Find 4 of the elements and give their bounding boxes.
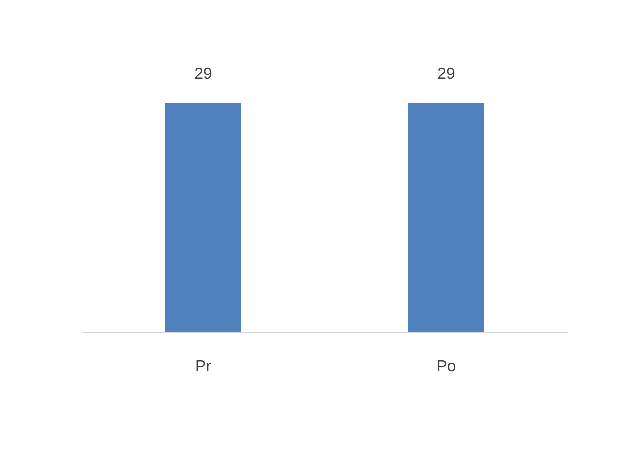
- x-tick-label: Pr: [196, 358, 212, 376]
- data-label: 29: [194, 66, 212, 83]
- data-label: 29: [438, 66, 456, 83]
- x-tick-label: Po: [436, 358, 456, 376]
